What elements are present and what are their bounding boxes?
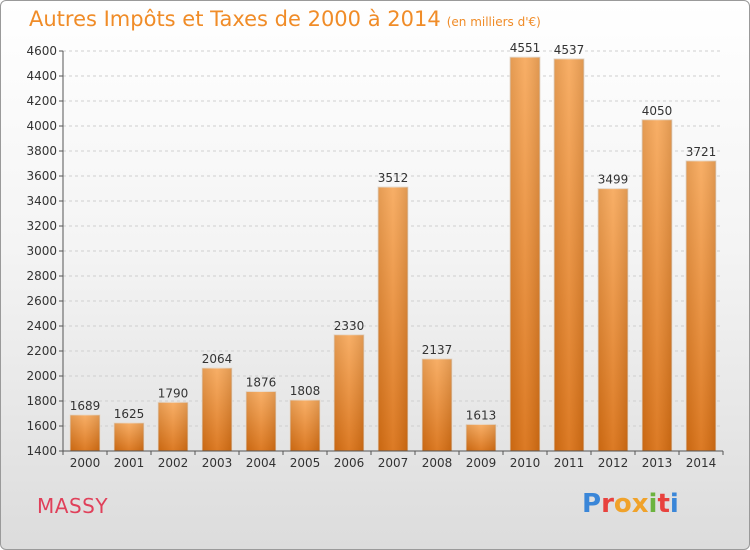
x-tick-label: 2014: [686, 456, 717, 470]
y-tick-label: 1800: [26, 394, 57, 408]
bar-shade: [114, 422, 144, 451]
bar-shade: [202, 368, 232, 451]
x-tick-label: 2010: [510, 456, 541, 470]
y-tick-label: 1600: [26, 419, 57, 433]
x-tick-label: 2009: [466, 456, 497, 470]
bar-shade: [642, 119, 672, 451]
bar-shade: [422, 358, 452, 451]
y-tick-label: 3000: [26, 244, 57, 258]
proxiti-logo: Proxiti: [582, 489, 679, 519]
logo-letter: P: [582, 489, 602, 519]
chart-title: Autres Impôts et Taxes de 2000 à 2014 (en…: [29, 7, 541, 31]
data-label: 1808: [290, 384, 321, 398]
bar-shade: [334, 334, 364, 451]
bar-shade: [554, 58, 584, 451]
y-tick-label: 3600: [26, 169, 57, 183]
data-label: 3499: [598, 173, 629, 187]
y-tick-label: 3800: [26, 144, 57, 158]
bar-shade: [70, 414, 100, 451]
bar-shade: [246, 391, 276, 451]
logo-letter: t: [657, 489, 670, 519]
data-label: 1613: [466, 408, 497, 422]
data-label: 2137: [422, 343, 453, 357]
data-label: 2064: [202, 352, 233, 366]
y-tick-label: 2400: [26, 319, 57, 333]
data-label: 4050: [642, 104, 673, 118]
logo-letter: o: [613, 489, 632, 519]
y-tick-label: 2000: [26, 369, 57, 383]
y-tick-label: 1400: [26, 444, 57, 458]
data-label: 4551: [510, 41, 541, 55]
data-label: 4537: [554, 43, 585, 57]
x-tick-label: 2000: [70, 456, 101, 470]
x-tick-label: 2013: [642, 456, 673, 470]
x-axis: 2000 2001 2002 2003 2004 2005 2006 2007 2008 2009…: [62, 450, 724, 470]
y-tick-label: 4000: [26, 119, 57, 133]
x-tick-label: 2011: [554, 456, 585, 470]
logo-letter: i: [669, 489, 679, 519]
y-tick-label: 3200: [26, 219, 57, 233]
y-tick-label: 2800: [26, 269, 57, 283]
chart-unit: (en milliers d'€): [446, 15, 541, 29]
data-label: 1790: [158, 386, 189, 400]
bar-shade: [466, 424, 496, 451]
y-tick-label: 4200: [26, 94, 57, 108]
x-tick-label: 2003: [202, 456, 233, 470]
y-tick-label: 3400: [26, 194, 57, 208]
x-tick-label: 2012: [598, 456, 629, 470]
logo-letter: x: [631, 489, 649, 519]
place-name: MASSY: [37, 494, 109, 518]
data-label: 3512: [378, 171, 409, 185]
x-tick-label: 2002: [158, 456, 189, 470]
y-tick-label: 4400: [26, 69, 57, 83]
bar-shade: [158, 402, 188, 451]
x-tick-label: 2001: [114, 456, 145, 470]
bar-shade: [686, 160, 716, 451]
x-tick-label: 2007: [378, 456, 409, 470]
data-label: 1625: [114, 407, 145, 421]
y-tick-label: 2200: [26, 344, 57, 358]
bar-shade: [378, 187, 408, 451]
x-tick-label: 2004: [246, 456, 277, 470]
data-label: 1689: [70, 399, 101, 413]
x-tick-label: 2005: [290, 456, 321, 470]
logo-letter: i: [648, 489, 658, 519]
bar-shade: [510, 57, 540, 451]
data-label: 2330: [334, 319, 365, 333]
y-tick-label: 2600: [26, 294, 57, 308]
data-label: 1876: [246, 376, 277, 390]
y-axis: 1400 1600 1800 2000 2200 2400 2600 2800 3000 3200…: [26, 44, 64, 458]
chart-title-text: Autres Impôts et Taxes de 2000 à 2014: [29, 7, 441, 31]
logo-letter: r: [601, 489, 614, 519]
bars: 1689 1625 1790 2064 1876 1808 2330 3512 2137 1613…: [69, 41, 717, 452]
x-tick-label: 2008: [422, 456, 453, 470]
x-tick-label: 2006: [334, 456, 365, 470]
bar-shade: [290, 400, 320, 451]
data-label: 3721: [686, 145, 717, 159]
y-tick-label: 4600: [26, 44, 57, 58]
bar-shade: [598, 188, 628, 451]
